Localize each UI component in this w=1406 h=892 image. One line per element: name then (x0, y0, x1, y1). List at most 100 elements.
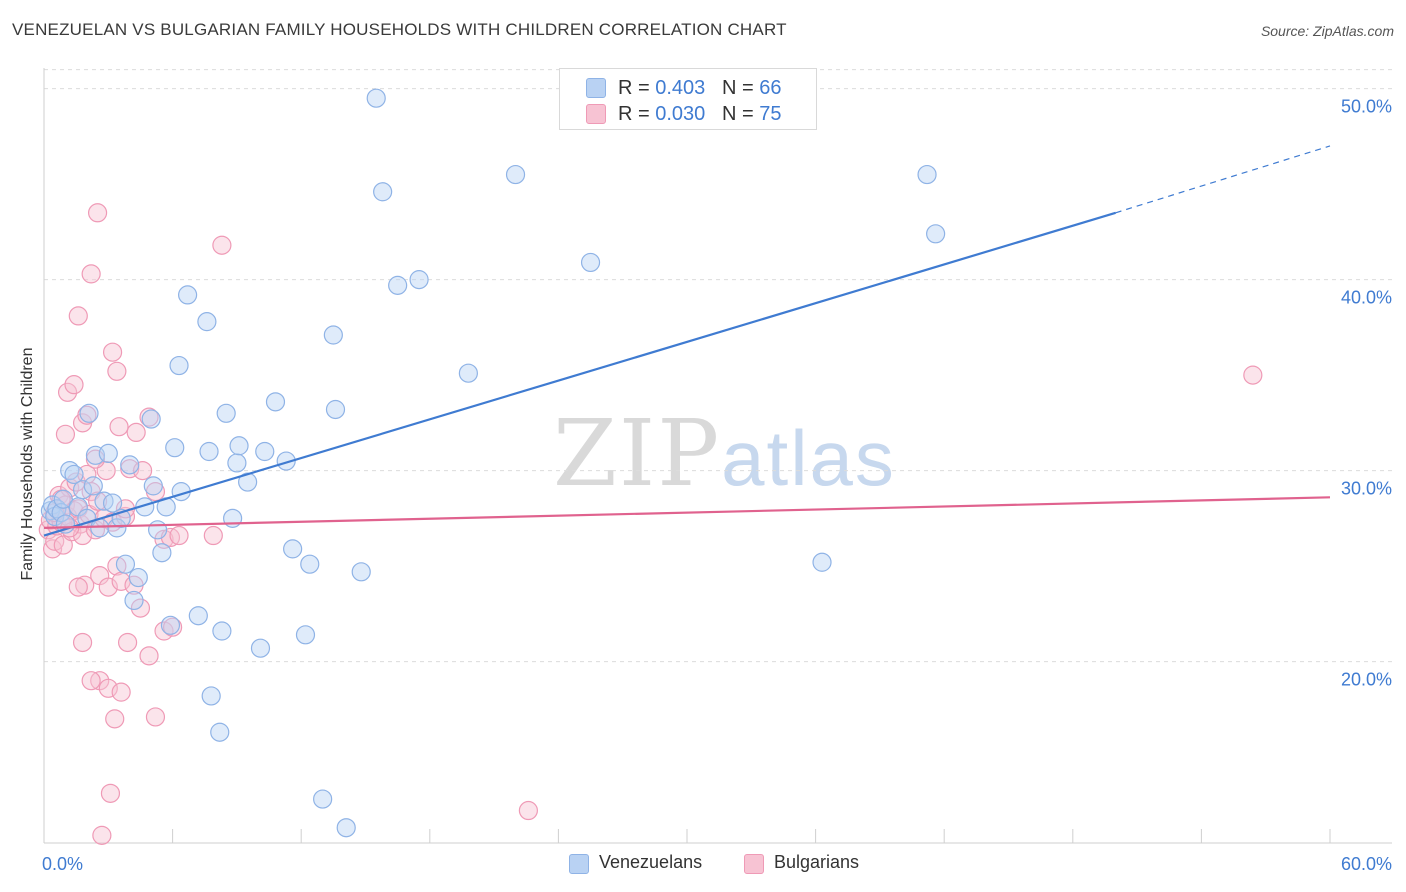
bulgarian-point (1243, 365, 1263, 385)
bulgarian-point (72, 632, 93, 653)
venezuelan-point (141, 409, 161, 429)
venezuelan-point (505, 164, 526, 185)
bulgarian-point (212, 235, 232, 255)
chart-title: VENEZUELAN VS BULGARIAN FAMILY HOUSEHOLD… (12, 20, 787, 39)
venezuelan-point (212, 621, 232, 641)
venezuelan-point (250, 638, 271, 658)
venezuelan-point (812, 552, 832, 572)
y-tick-label: 30.0% (1341, 479, 1392, 499)
bulgarian-point (53, 535, 73, 555)
venezuelan-point (409, 270, 429, 290)
venezuelan-point (197, 312, 217, 332)
venezuelan-point (336, 818, 356, 838)
venezuelan-point (128, 567, 148, 588)
venezuelan-point (238, 472, 258, 492)
legend-r-label: R = (618, 103, 656, 125)
venezuelan-point (917, 164, 937, 185)
venezuelan-trend-extension (1115, 145, 1331, 214)
venezuelan-point (926, 224, 946, 244)
legend-swatch-blue (569, 854, 589, 874)
venezuelan-point (366, 88, 386, 108)
venezuelan-trend-line (43, 211, 1116, 537)
y-tick-label: 20.0% (1341, 670, 1392, 690)
venezuelan-point (300, 554, 320, 574)
watermark: ZIPatlas (553, 400, 896, 507)
venezuelan-point (115, 554, 136, 574)
x-tick-label-min: 0.0% (42, 854, 83, 874)
legend-label-bulgarians: Bulgarians (774, 852, 860, 872)
bulgarian-point (68, 577, 88, 597)
venezuelan-point (580, 252, 601, 273)
venezuelan-point (124, 590, 144, 611)
legend-n-label: N = (721, 77, 760, 99)
bulgarian-point (55, 424, 76, 444)
bulgarian-point (117, 632, 138, 653)
y-tick-label: 40.0% (1341, 288, 1392, 308)
correlation-legend: R = 0.403 N = 66 R = 0.030 N = 75 (559, 68, 817, 130)
venezuelan-point (313, 789, 333, 809)
bulgarian-point (518, 800, 538, 821)
bulgarian-point (126, 422, 146, 443)
venezuelan-point (152, 543, 172, 563)
venezuelan-point (160, 615, 181, 635)
venezuelan-point (79, 403, 99, 423)
bulgarian-point (92, 825, 112, 845)
bulgarian-point (42, 539, 63, 559)
legend-swatch-pink (586, 104, 606, 124)
bulgarian-point (102, 342, 123, 362)
venezuelan-point (147, 520, 168, 540)
venezuelan-point (216, 403, 236, 423)
venezuelan-point (323, 325, 343, 345)
y-tick-label: 50.0% (1341, 97, 1392, 117)
legend-swatch-blue (586, 78, 606, 98)
bulgarian-point (145, 707, 166, 727)
venezuelan-point (188, 606, 208, 626)
venezuelan-point (107, 518, 127, 538)
bulgarian-point (81, 264, 101, 284)
legend-n-label: N = (721, 103, 760, 125)
venezuelan-point (325, 399, 346, 420)
venezuelan-point (83, 476, 103, 496)
legend-n-value-venezuelans: 66 (759, 77, 782, 99)
legend-swatch-pink (744, 854, 764, 874)
bulgarian-trend-line (43, 496, 1331, 529)
venezuelan-point (229, 436, 249, 456)
bulgarian-point (68, 306, 88, 326)
legend-label-venezuelans: Venezuelans (599, 852, 703, 872)
bulgarian-point (105, 709, 125, 729)
venezuelan-point (276, 451, 296, 471)
bulgarian-point (169, 525, 189, 546)
bulgarian-point (203, 525, 223, 546)
venezuelan-point (53, 489, 73, 509)
bulgarian-point (81, 671, 101, 691)
venezuelan-point (169, 355, 189, 376)
venezuelan-point (265, 392, 286, 412)
venezuelan-point (102, 493, 123, 513)
venezuelan-point (458, 363, 478, 383)
bulgarian-point (109, 417, 129, 437)
bulgarian-point (139, 646, 159, 666)
venezuelan-point (64, 464, 84, 485)
bulgarian-point (130, 598, 151, 618)
venezuelan-point (373, 182, 393, 202)
venezuelan-point (227, 453, 247, 473)
bulgarian-point (87, 491, 108, 511)
legend-n-value-bulgarians: 75 (759, 103, 782, 125)
venezuelan-point (199, 441, 219, 462)
venezuelan-point (143, 476, 163, 496)
venezuelan-point (98, 443, 118, 464)
venezuelan-point (72, 480, 93, 500)
venezuelan-point (165, 438, 185, 458)
venezuelan-point (351, 562, 371, 582)
venezuelan-point (295, 625, 316, 645)
bulgarian-point (107, 361, 127, 381)
legend-r-label: R = (618, 77, 656, 99)
source-credit: Source: ZipAtlas.com (1260, 23, 1394, 39)
watermark-atlas: atlas (721, 414, 896, 502)
bulgarian-point (87, 203, 108, 223)
venezuelan-point (120, 455, 140, 475)
venezuelan-point (283, 539, 303, 559)
legend-r-value-bulgarians: 0.030 (655, 103, 706, 125)
venezuelan-point (255, 441, 275, 462)
